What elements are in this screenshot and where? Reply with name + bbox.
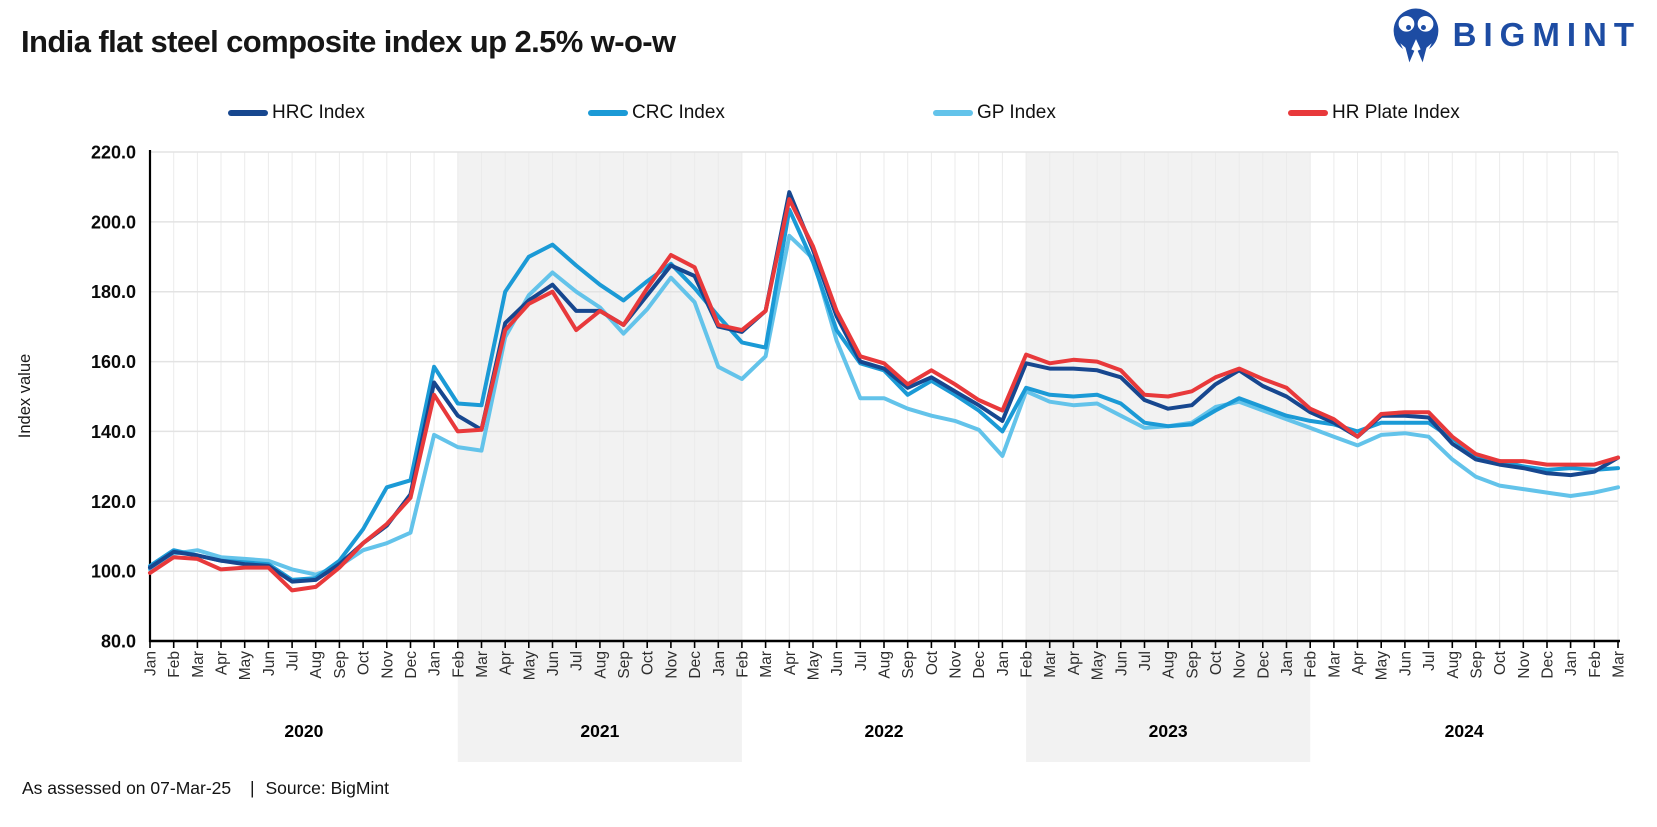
svg-text:220.0: 220.0 xyxy=(91,143,136,163)
svg-text:180.0: 180.0 xyxy=(91,282,136,302)
bigmint-logo-icon xyxy=(1393,8,1439,63)
svg-text:200.0: 200.0 xyxy=(91,212,136,232)
hrc-legend-swatch-icon xyxy=(228,110,268,116)
svg-text:Oct: Oct xyxy=(1492,650,1509,675)
svg-text:2021: 2021 xyxy=(580,721,619,741)
svg-text:Sep: Sep xyxy=(900,651,917,679)
svg-text:May: May xyxy=(1090,651,1107,681)
svg-text:160.0: 160.0 xyxy=(91,352,136,372)
svg-text:120.0: 120.0 xyxy=(91,492,136,512)
gp-legend-label: GP Index xyxy=(977,102,1056,123)
page-title: India flat steel composite index up 2.5%… xyxy=(21,24,676,59)
svg-text:Mar: Mar xyxy=(1611,651,1628,678)
hr-plate-legend-swatch-icon xyxy=(1288,110,1328,116)
svg-text:140.0: 140.0 xyxy=(91,422,136,442)
svg-text:Jul: Jul xyxy=(1137,651,1154,671)
svg-text:Aug: Aug xyxy=(1445,651,1462,679)
svg-text:Aug: Aug xyxy=(877,651,894,679)
svg-text:Index value: Index value xyxy=(16,354,34,438)
svg-text:May: May xyxy=(1374,651,1391,681)
svg-text:Nov: Nov xyxy=(1232,651,1249,679)
svg-text:Jan: Jan xyxy=(1563,651,1580,676)
svg-text:Apr: Apr xyxy=(1066,651,1083,675)
svg-text:Jul: Jul xyxy=(1421,651,1438,671)
svg-text:Jul: Jul xyxy=(285,651,302,671)
svg-text:Jan: Jan xyxy=(1279,651,1296,676)
svg-text:Jun: Jun xyxy=(261,651,278,676)
svg-text:Sep: Sep xyxy=(1184,651,1201,679)
svg-text:May: May xyxy=(806,651,823,681)
svg-text:Aug: Aug xyxy=(1161,651,1178,679)
svg-text:Apr: Apr xyxy=(1350,651,1367,675)
svg-text:Dec: Dec xyxy=(403,651,420,679)
svg-text:Apr: Apr xyxy=(498,651,515,675)
svg-text:Jan: Jan xyxy=(143,651,160,676)
svg-text:Feb: Feb xyxy=(1303,651,1320,678)
svg-text:Oct: Oct xyxy=(924,650,941,675)
svg-text:Jun: Jun xyxy=(1113,651,1130,676)
svg-text:Mar: Mar xyxy=(190,651,207,678)
gp-legend-swatch-icon xyxy=(933,110,973,116)
svg-text:Feb: Feb xyxy=(450,651,467,678)
svg-text:Nov: Nov xyxy=(663,651,680,679)
svg-text:Dec: Dec xyxy=(971,651,988,679)
hr-plate-legend-label: HR Plate Index xyxy=(1332,102,1460,123)
hrc-legend-label: HRC Index xyxy=(272,102,365,123)
assessed-date-text: As assessed on 07-Mar-25 xyxy=(22,778,232,798)
svg-text:Jul: Jul xyxy=(853,651,870,671)
svg-text:Feb: Feb xyxy=(734,651,751,678)
svg-text:80.0: 80.0 xyxy=(101,632,136,652)
svg-text:Dec: Dec xyxy=(1540,651,1557,679)
svg-text:Mar: Mar xyxy=(474,651,491,678)
svg-text:100.0: 100.0 xyxy=(91,562,136,582)
svg-text:Jan: Jan xyxy=(427,651,444,676)
svg-text:Aug: Aug xyxy=(308,651,325,679)
svg-text:Nov: Nov xyxy=(1516,651,1533,679)
legend-item-gp-index: GP Index xyxy=(933,102,1056,124)
svg-text:Sep: Sep xyxy=(616,651,633,679)
svg-text:Jun: Jun xyxy=(829,651,846,676)
svg-text:2022: 2022 xyxy=(865,721,904,741)
svg-text:Sep: Sep xyxy=(332,651,349,679)
svg-text:Feb: Feb xyxy=(1587,651,1604,678)
svg-text:Feb: Feb xyxy=(166,651,183,678)
crc-legend-swatch-icon xyxy=(588,110,628,116)
svg-text:2024: 2024 xyxy=(1445,721,1484,741)
svg-text:Jan: Jan xyxy=(995,651,1012,676)
svg-text:Dec: Dec xyxy=(687,651,704,679)
svg-text:May: May xyxy=(521,651,538,681)
svg-text:Nov: Nov xyxy=(948,651,965,679)
svg-text:Nov: Nov xyxy=(379,651,396,679)
bigmint-logo-text: BIGMINT xyxy=(1452,16,1641,53)
svg-text:Jun: Jun xyxy=(1397,651,1414,676)
svg-text:2020: 2020 xyxy=(284,721,323,741)
svg-text:Mar: Mar xyxy=(1042,651,1059,678)
footer-separator: | xyxy=(250,778,255,798)
svg-text:Oct: Oct xyxy=(356,650,373,675)
svg-text:Jun: Jun xyxy=(545,651,562,676)
svg-text:Dec: Dec xyxy=(1255,651,1272,679)
crc-legend-label: CRC Index xyxy=(632,102,725,123)
svg-text:Mar: Mar xyxy=(758,651,775,678)
legend-item-crc-index: CRC Index xyxy=(588,102,725,124)
svg-text:Oct: Oct xyxy=(640,650,657,675)
footer-note: As assessed on 07-Mar-25 | Source: BigMi… xyxy=(22,778,389,799)
svg-text:Aug: Aug xyxy=(592,651,609,679)
source-text: Source: BigMint xyxy=(265,778,389,798)
svg-text:Sep: Sep xyxy=(1468,651,1485,679)
svg-text:Apr: Apr xyxy=(782,651,799,675)
legend-item-hr-plate-index: HR Plate Index xyxy=(1288,102,1460,124)
svg-text:Apr: Apr xyxy=(214,651,231,675)
svg-text:Jan: Jan xyxy=(711,651,728,676)
svg-text:Oct: Oct xyxy=(1208,650,1225,675)
bigmint-logo: BIGMINT xyxy=(1389,6,1641,64)
legend-item-hrc-index: HRC Index xyxy=(228,102,365,124)
svg-text:2023: 2023 xyxy=(1149,721,1188,741)
svg-text:Jul: Jul xyxy=(569,651,586,671)
svg-text:May: May xyxy=(237,651,254,681)
svg-text:Mar: Mar xyxy=(1326,651,1343,678)
svg-text:Feb: Feb xyxy=(1019,651,1036,678)
